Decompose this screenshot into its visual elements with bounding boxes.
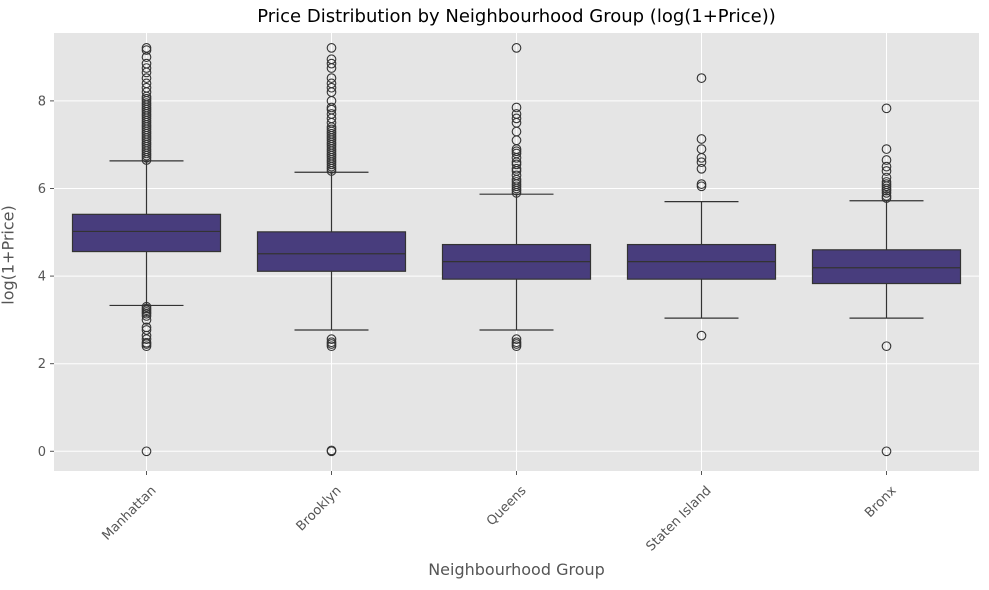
outlier-point	[511, 102, 522, 113]
outlier-point	[881, 103, 892, 114]
outlier-point	[141, 82, 152, 93]
outlier-point	[881, 166, 892, 176]
box-iqr	[256, 231, 407, 272]
box-iqr	[71, 213, 222, 253]
outlier-point	[511, 334, 522, 345]
outlier-point	[696, 73, 707, 83]
outlier-point	[511, 163, 522, 174]
y-axis-label-wrap: log(1+Price)	[0, 205, 28, 305]
outlier-point	[696, 163, 707, 174]
y-tick-label: 8	[38, 94, 46, 109]
outlier-point	[141, 58, 152, 69]
y-tick-label: 0	[38, 445, 46, 460]
outlier-point	[326, 43, 337, 53]
outlier-point	[141, 322, 152, 333]
outlier-point	[326, 82, 337, 93]
outlier-point	[141, 301, 152, 312]
x-tick-label: Bronx	[862, 483, 900, 521]
y-tick-label: 6	[38, 182, 46, 197]
y-tick-label: 2	[38, 357, 46, 372]
x-tick-label: Brooklyn	[294, 483, 345, 534]
outlier-point	[696, 157, 707, 168]
chart-title: Price Distribution by Neighbourhood Grou…	[257, 6, 776, 27]
outlier-point	[696, 144, 707, 154]
x-axis-label: Neighbourhood Group	[428, 560, 605, 579]
outlier-point	[326, 73, 337, 83]
outlier-point	[511, 43, 522, 53]
outlier-point	[696, 179, 707, 189]
outlier-point	[141, 52, 152, 62]
outlier-point	[881, 341, 892, 352]
outlier-point	[326, 78, 337, 89]
outlier-point	[141, 446, 152, 457]
outlier-point	[511, 337, 522, 348]
outlier-point	[881, 161, 892, 172]
outlier-point	[326, 54, 337, 65]
x-tick-label: Staten Island	[644, 483, 715, 554]
y-tick-label: 4	[38, 270, 46, 285]
outlier-point	[326, 337, 337, 348]
x-tick-label: Manhattan	[99, 483, 159, 543]
y-axis-label: log(1+Price)	[0, 205, 18, 305]
outlier-point	[326, 58, 337, 69]
outlier-point	[881, 155, 892, 165]
outlier-point	[511, 170, 522, 181]
outlier-point	[696, 330, 707, 341]
outlier-point	[141, 63, 152, 73]
outlier-point	[881, 172, 892, 183]
outlier-point	[326, 109, 337, 119]
outlier-point	[511, 113, 522, 124]
outlier-point	[141, 73, 152, 83]
outlier-point	[881, 144, 892, 154]
outlier-point	[141, 315, 152, 325]
outlier-point	[141, 43, 152, 53]
x-tick-label: Queens	[484, 483, 530, 529]
outlier-point	[881, 177, 892, 187]
box-iqr	[811, 249, 962, 285]
outlier-point	[881, 191, 892, 201]
outlier-point	[326, 102, 337, 113]
outlier-point	[141, 334, 152, 345]
outlier-point	[326, 445, 337, 456]
outlier-point	[511, 109, 522, 119]
outlier-point	[326, 334, 337, 345]
outlier-point	[696, 134, 707, 144]
outlier-point	[141, 78, 152, 89]
outlier-point	[141, 325, 152, 335]
outlier-point	[141, 337, 152, 348]
outlier-point	[881, 446, 892, 457]
